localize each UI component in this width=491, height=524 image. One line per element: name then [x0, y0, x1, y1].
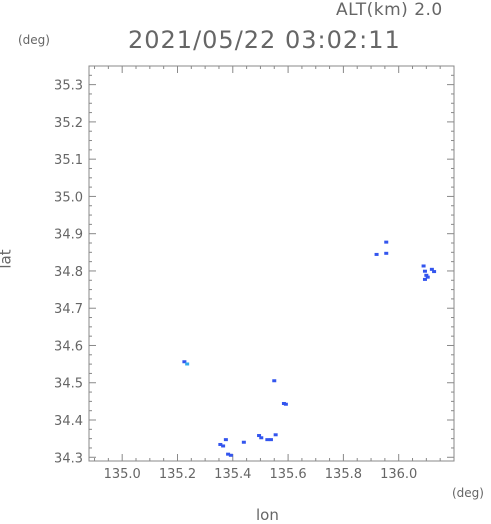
y-tick-label: 34.3 [54, 451, 83, 466]
x-axis-label: lon [256, 506, 279, 524]
data-point [422, 269, 427, 273]
data-point [257, 434, 262, 438]
data-point [422, 277, 427, 281]
data-point [429, 267, 434, 271]
data-point [273, 433, 278, 437]
y-unit-label: (deg) [18, 33, 50, 47]
data-point [268, 438, 273, 442]
x-tick-label: 135.0 [104, 467, 141, 482]
data-point [272, 379, 277, 383]
data-point [218, 442, 223, 446]
y-tick-label: 35.0 [54, 190, 83, 205]
y-tick-label: 35.1 [54, 153, 83, 168]
x-unit-label: (deg) [452, 486, 484, 500]
x-tick-label: 136.0 [380, 467, 417, 482]
data-point [374, 252, 379, 256]
data-point [432, 270, 437, 274]
y-tick-label: 34.7 [54, 302, 83, 317]
data-point [259, 436, 264, 440]
data-point [223, 438, 228, 442]
y-tick-label: 35.3 [54, 79, 83, 94]
data-point [241, 440, 246, 444]
data-point [226, 452, 231, 456]
y-tick-label: 34.5 [54, 377, 83, 392]
altitude-label: ALT(km) 2.0 [336, 0, 443, 20]
data-point [283, 402, 288, 406]
data-point [421, 264, 426, 268]
y-tick-label: 34.9 [54, 228, 83, 243]
plot-frame [88, 65, 455, 462]
y-tick-label: 35.2 [54, 116, 83, 131]
data-point [424, 273, 429, 277]
x-tick-label: 135.4 [214, 467, 251, 482]
data-point [228, 453, 233, 457]
x-tick-label: 135.6 [269, 467, 306, 482]
data-point [425, 275, 430, 279]
data-point [265, 438, 270, 442]
x-tick-label: 135.8 [325, 467, 362, 482]
data-point [185, 362, 190, 366]
data-point [384, 251, 389, 255]
chart-title: 2021/05/22 03:02:11 [128, 26, 401, 54]
y-tick-label: 34.4 [54, 414, 83, 429]
y-axis-label: lat [0, 249, 15, 269]
data-point [182, 360, 187, 364]
x-tick-label: 135.2 [159, 467, 196, 482]
y-tick-label: 34.8 [54, 265, 83, 280]
data-point [384, 240, 389, 244]
data-point [221, 444, 226, 448]
y-tick-label: 34.6 [54, 339, 83, 354]
